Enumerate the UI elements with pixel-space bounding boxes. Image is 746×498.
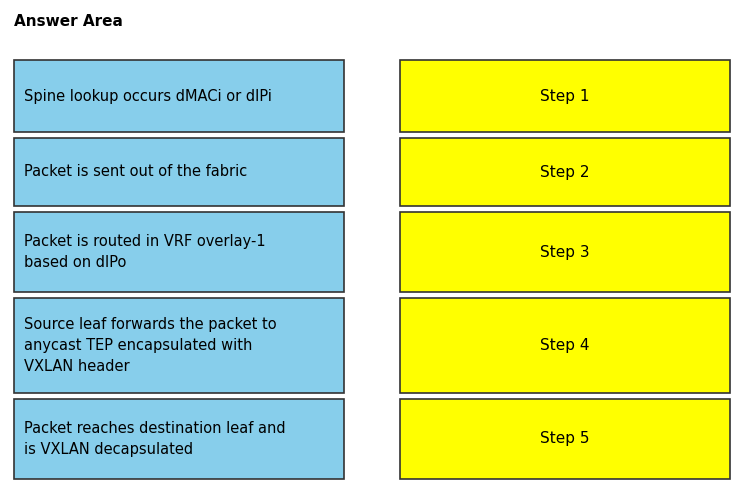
- FancyBboxPatch shape: [14, 399, 344, 479]
- FancyBboxPatch shape: [400, 138, 730, 206]
- Text: Step 3: Step 3: [540, 245, 590, 259]
- Text: Step 1: Step 1: [540, 89, 590, 104]
- FancyBboxPatch shape: [14, 138, 344, 206]
- Text: Packet is routed in VRF overlay-1
based on dIPo: Packet is routed in VRF overlay-1 based …: [24, 234, 266, 270]
- Text: Step 2: Step 2: [540, 164, 590, 179]
- FancyBboxPatch shape: [400, 212, 730, 292]
- Text: Packet reaches destination leaf and
is VXLAN decapsulated: Packet reaches destination leaf and is V…: [24, 421, 286, 457]
- FancyBboxPatch shape: [400, 399, 730, 479]
- FancyBboxPatch shape: [400, 298, 730, 393]
- FancyBboxPatch shape: [14, 60, 344, 132]
- FancyBboxPatch shape: [14, 212, 344, 292]
- Text: Step 5: Step 5: [540, 431, 590, 447]
- FancyBboxPatch shape: [400, 60, 730, 132]
- Text: Step 4: Step 4: [540, 338, 590, 353]
- Text: Source leaf forwards the packet to
anycast TEP encapsulated with
VXLAN header: Source leaf forwards the packet to anyca…: [24, 317, 277, 374]
- Text: Spine lookup occurs dMACi or dIPi: Spine lookup occurs dMACi or dIPi: [24, 89, 272, 104]
- Text: Packet is sent out of the fabric: Packet is sent out of the fabric: [24, 164, 247, 179]
- Text: Answer Area: Answer Area: [14, 14, 123, 29]
- FancyBboxPatch shape: [14, 298, 344, 393]
